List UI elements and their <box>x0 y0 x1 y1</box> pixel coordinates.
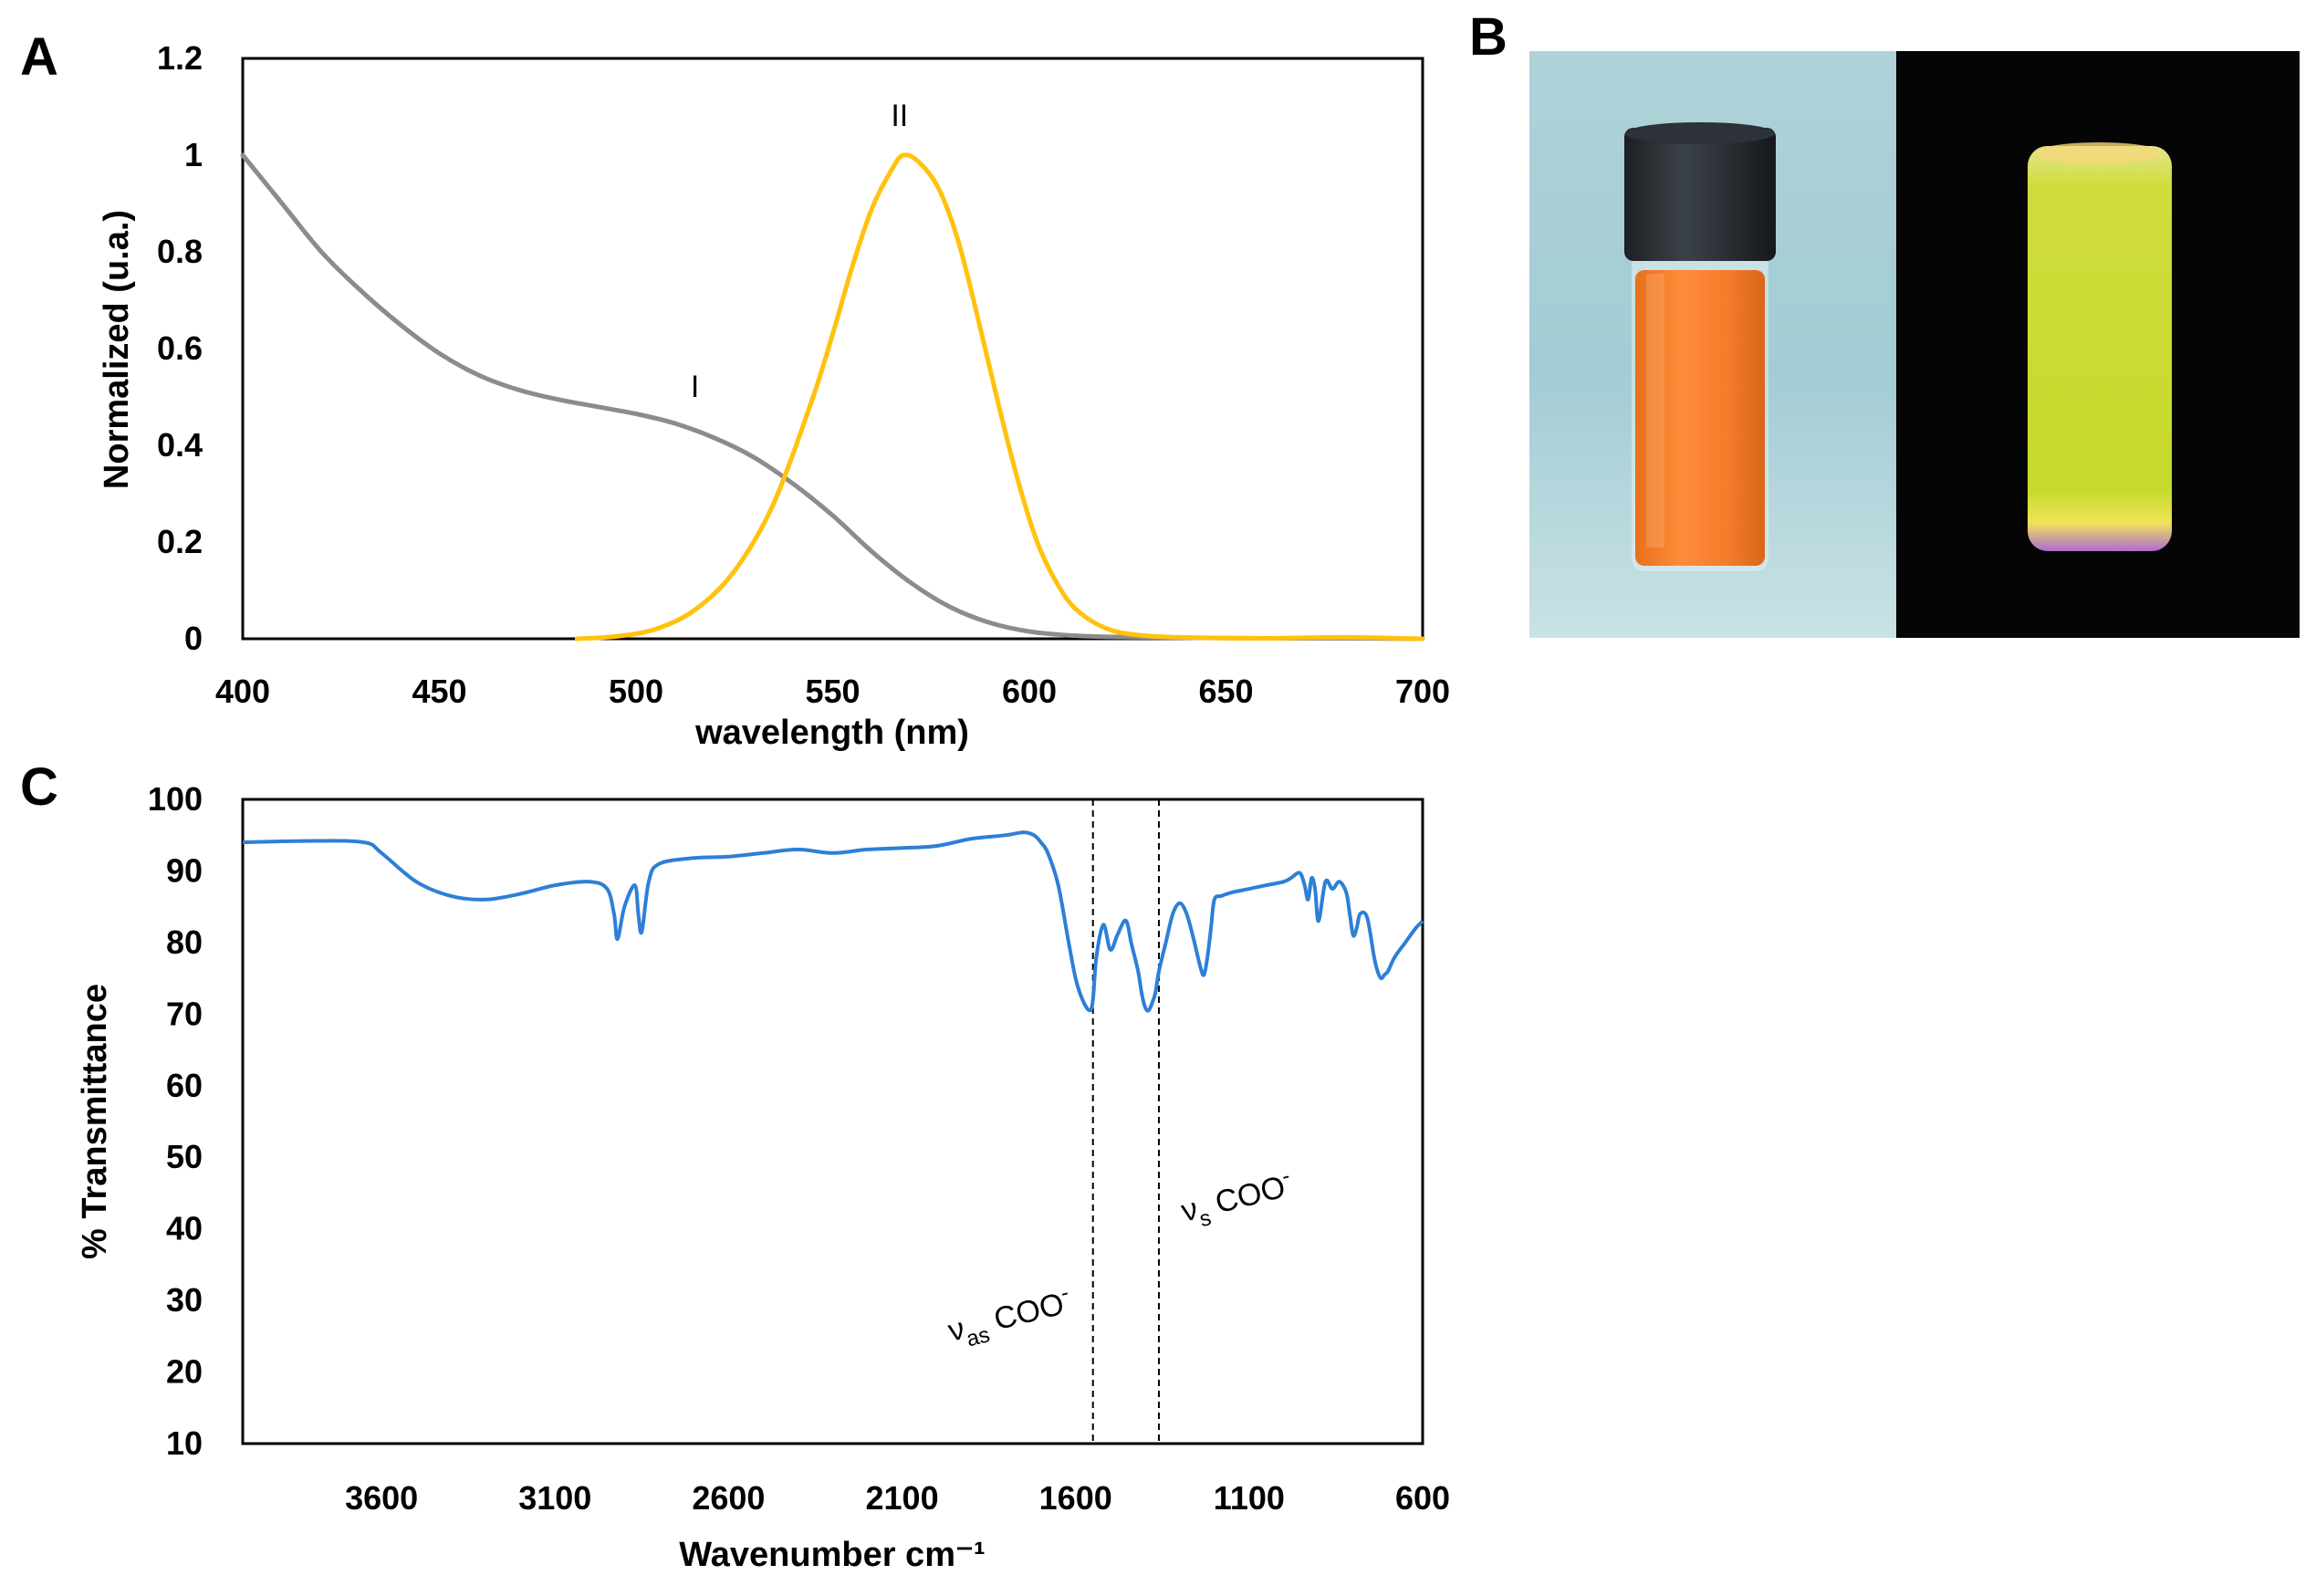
chart-c-y-tick-label: 70 <box>166 995 203 1032</box>
chart-c-y-tick-label: 30 <box>166 1281 203 1319</box>
chart-a-x-tick-label: 500 <box>609 673 663 710</box>
vial-glow-meniscus <box>2035 142 2163 164</box>
chart-c-x-tick-label: 1600 <box>1039 1479 1112 1517</box>
vial-highlight <box>1646 274 1664 548</box>
chart-c-x-tick-label: 2100 <box>866 1479 939 1517</box>
chart-a-y-tick-label: 1.2 <box>157 39 203 77</box>
chart-c-x-tick-label: 2600 <box>692 1479 765 1517</box>
chart-a-x-axis-label: wavelength (nm) <box>694 714 969 752</box>
chart-a-y-axis-label: Normalized (u.a.) <box>98 210 136 489</box>
chart-a-y-tick-label: 1 <box>184 136 203 173</box>
chart-c-y-axis-label: % Transmittance <box>76 984 114 1259</box>
vial-daylight <box>1624 122 1776 571</box>
chart-a-curve-label-II: II <box>891 99 908 133</box>
chart-c-y-tick-label: 100 <box>148 780 203 818</box>
chart-a-x-tick-label: 550 <box>805 673 860 710</box>
chart-a-x-tick-label: 600 <box>1002 673 1057 710</box>
annotation-text: COO <box>982 1287 1068 1340</box>
chart-a-plot-frame <box>241 57 1424 641</box>
vial-uv-fluorescence <box>2028 142 2172 551</box>
chart-a-y-tick-label: 0.4 <box>157 426 203 464</box>
chart-a-x-tick-label: 700 <box>1395 673 1450 710</box>
vial-glow <box>2028 146 2172 551</box>
panel-label-a: A <box>20 27 58 87</box>
panel-label-b: B <box>1469 7 1507 67</box>
chart-a-y-tick-label: 0 <box>184 620 203 657</box>
vial-cap <box>1624 128 1776 261</box>
chart-c-annotation: νs COO- <box>1177 1163 1299 1236</box>
chart-c-y-tick-label: 60 <box>166 1067 203 1104</box>
chart-c-y-tick-label: 90 <box>166 851 203 889</box>
vial-orange-liquid <box>1635 270 1765 566</box>
chart-c-annotation-label: νs COO- <box>1177 1163 1299 1236</box>
chart-a-y-tick-label: 0.6 <box>157 329 203 367</box>
chart-c-annotation-label: νas COO- <box>944 1280 1077 1356</box>
chart-a-curve-label-I: I <box>691 370 699 404</box>
chart-c-y-tick-label: 10 <box>166 1424 203 1462</box>
annotation-subscript: as <box>964 1322 992 1351</box>
chart-c-y-tick-label: 80 <box>166 923 203 961</box>
chart-c-ir-spectrum: 10 20 30 40 50 60 70 80 90 100 3600 3100 2600 2100 16… <box>76 780 1450 1574</box>
chart-c-annotation: νas COO- <box>944 1280 1077 1356</box>
chart-c-y-tick-label: 40 <box>166 1210 203 1247</box>
panel-label-c: C <box>20 757 58 817</box>
chart-c-x-axis-label: Wavenumber cm⁻¹ <box>679 1536 985 1574</box>
chart-a-x-tick-label: 400 <box>215 673 270 710</box>
chart-a-series-line-I <box>240 152 1425 642</box>
chart-c-x-tick-label: 3100 <box>518 1479 591 1517</box>
chart-c-x-tick-label: 3600 <box>345 1479 418 1517</box>
chart-a-x-tick-label: 650 <box>1198 673 1253 710</box>
chart-a-series-line-II <box>574 152 1425 642</box>
chart-c-x-tick-label: 600 <box>1395 1479 1450 1517</box>
photo-vials <box>1529 51 2300 638</box>
chart-a-y-tick-label: 0.2 <box>157 523 203 560</box>
chart-c-y-tick-label: 50 <box>166 1138 203 1175</box>
annotation-text: COO <box>1204 1170 1289 1223</box>
chart-a-absorption-emission: 00.20.40.60.811.2 400 450 500 550 600 650 700 … <box>98 39 1450 752</box>
chart-a-x-tick-label: 450 <box>412 673 466 710</box>
chart-c-y-tick-label: 20 <box>166 1353 203 1391</box>
chart-c-x-tick-label: 1100 <box>1214 1479 1285 1517</box>
chart-c-series-line <box>242 830 1424 1013</box>
chart-a-y-tick-label: 0.8 <box>157 233 203 270</box>
vial-cap-top <box>1625 122 1775 144</box>
chart-c-plot-frame <box>241 798 1424 1445</box>
